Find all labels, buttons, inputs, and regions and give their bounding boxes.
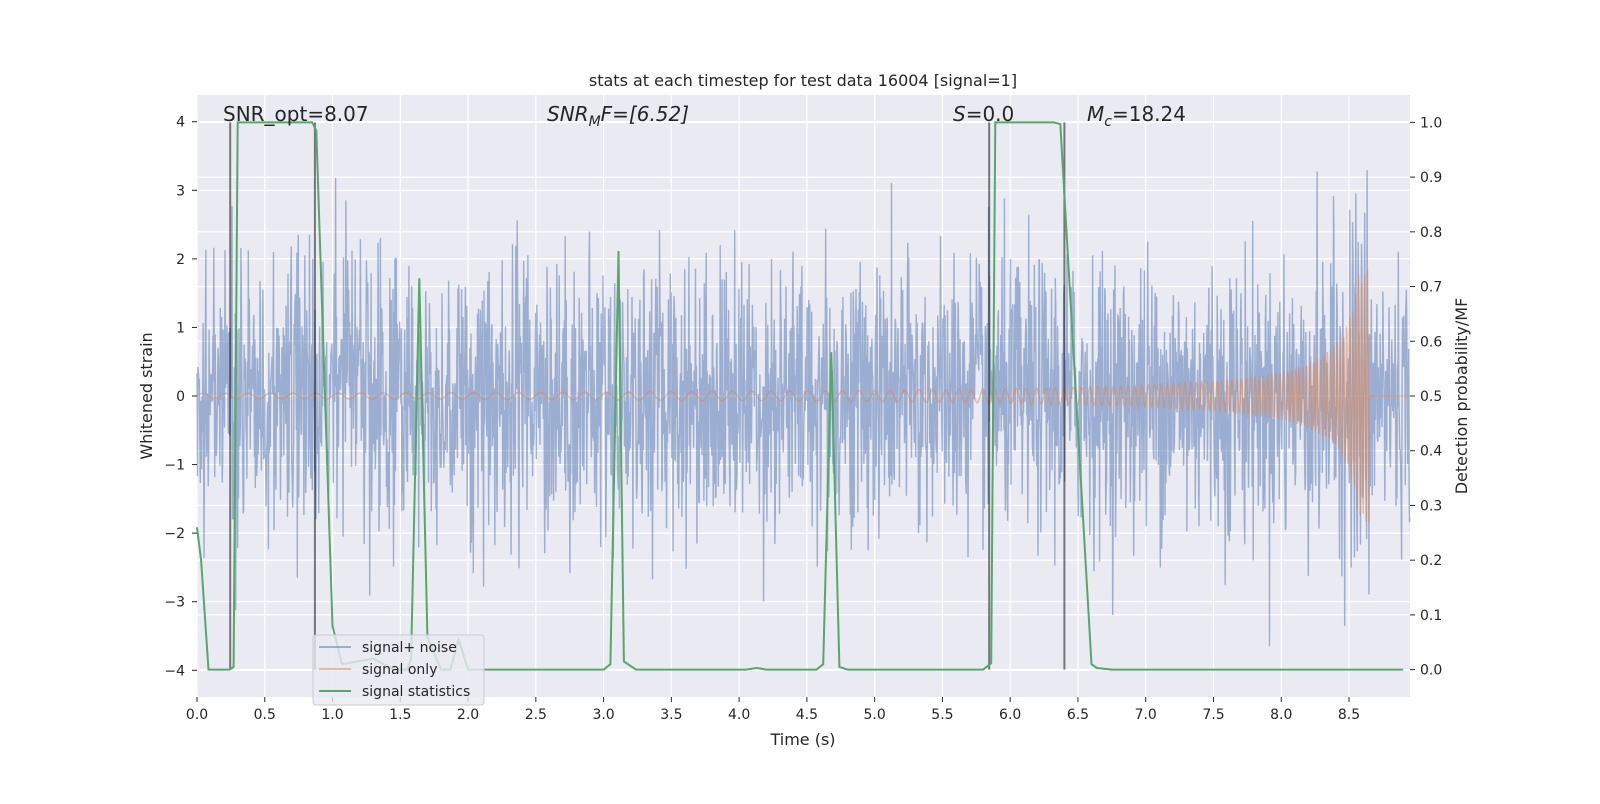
y-tick-label-left: 4: [176, 115, 185, 131]
x-tick-label: 1.5: [389, 707, 411, 723]
y-axis-label-right: Detection probability/MF: [1452, 298, 1471, 495]
x-tick-label: 3.0: [592, 707, 614, 723]
x-tick-label: 2.0: [457, 707, 479, 723]
legend-label-stats: signal statistics: [362, 684, 470, 700]
x-tick-label: 7.0: [1135, 707, 1157, 723]
x-tick-label: 2.5: [525, 707, 547, 723]
y-tick-label-left: 1: [176, 320, 185, 336]
legend: signal+ noise signal only signal statist…: [313, 635, 484, 705]
x-tick-label: 3.5: [660, 707, 682, 723]
x-tick-label: 7.5: [1202, 707, 1224, 723]
y-tick-label-left: −3: [164, 595, 185, 611]
x-tick-label: 4.0: [728, 707, 750, 723]
x-tick-label: 4.5: [796, 707, 818, 723]
annotation-mc: Mc=18.24: [1087, 102, 1186, 130]
y-tick-label-right: 0.1: [1420, 608, 1442, 624]
x-tick-label: 5.0: [864, 707, 886, 723]
y-tick-label-right: 0.8: [1420, 225, 1442, 241]
x-tick-label: 8.0: [1270, 707, 1292, 723]
x-tick-label: 6.5: [1067, 707, 1089, 723]
annotation-snr-mf: SNRMF=[6.52]: [547, 102, 689, 130]
y-ticks-right: 1.0 0.9 0.8 0.7 0.6 0.5 0.4 0.3 0.2 0.1 0.0: [1410, 115, 1442, 678]
y-tick-label-right: 0.4: [1420, 444, 1442, 460]
y-axis-label-left: Whitened strain: [137, 332, 156, 459]
x-tick-label: 8.5: [1338, 707, 1360, 723]
y-tick-label-left: 2: [176, 252, 185, 268]
y-tick-label-left: −4: [164, 663, 185, 679]
y-tick-label-left: −2: [164, 526, 185, 542]
x-tick-label: 1.0: [321, 707, 343, 723]
y-tick-label-right: 0.3: [1420, 498, 1442, 514]
y-tick-label-right: 0.5: [1420, 389, 1442, 405]
y-tick-label-right: 0.0: [1420, 663, 1442, 679]
y-tick-label-right: 0.2: [1420, 553, 1442, 569]
y-tick-label-left: 3: [176, 183, 185, 199]
y-tick-label-right: 1.0: [1420, 115, 1442, 131]
y-tick-label-right: 0.9: [1420, 170, 1442, 186]
y-tick-label-left: 0: [176, 389, 185, 405]
legend-label-signal: signal only: [362, 662, 437, 678]
annotation-snr-opt: SNR_opt=8.07: [223, 102, 369, 126]
y-ticks-left: 4 3 2 1 0 −1 −2 −3 −4: [164, 115, 197, 680]
x-axis-label: Time (s): [769, 730, 835, 749]
annotation-s: S=0.0: [953, 102, 1014, 126]
legend-label-noise: signal+ noise: [362, 640, 457, 656]
x-tick-label: 6.0: [999, 707, 1021, 723]
chart-title: stats at each timestep for test data 160…: [589, 71, 1017, 90]
y-tick-label-right: 0.6: [1420, 334, 1442, 350]
y-tick-label-left: −1: [164, 458, 185, 474]
x-tick-label: 0.0: [186, 707, 208, 723]
x-tick-label: 0.5: [254, 707, 276, 723]
y-tick-label-right: 0.7: [1420, 280, 1442, 296]
x-tick-label: 5.5: [931, 707, 953, 723]
